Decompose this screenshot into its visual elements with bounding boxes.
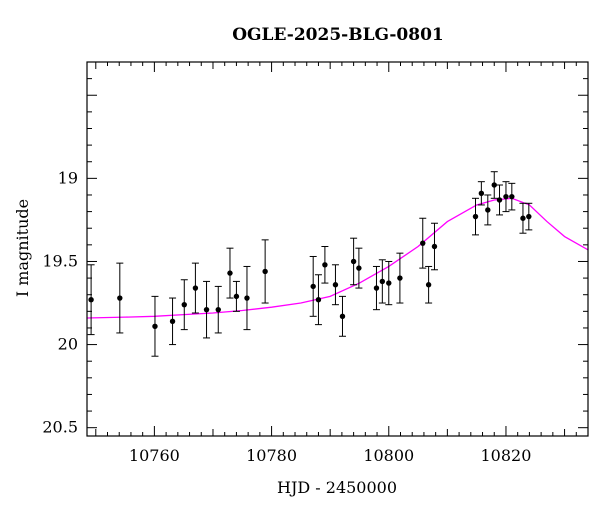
data-point-27 [477,181,485,206]
data-point-30 [496,184,504,216]
data-point-15 [331,264,339,306]
x-axis-ticks: 10760 10780 10800 10820 [95,62,589,465]
data-point-1 [116,262,124,334]
data-marker [332,282,339,288]
data-point-33 [519,202,527,234]
y-axis-ticks: 19 19.5 20 20.5 [42,78,588,437]
data-marker [322,262,328,268]
data-point-25 [430,222,438,271]
data-marker [203,306,210,313]
data-marker [350,258,357,265]
data-marker [431,243,438,250]
x-tick-label: 10780 [246,446,297,465]
data-point-19 [372,265,380,311]
data-point-31 [502,181,510,213]
data-marker [425,282,432,288]
data-marker [485,207,491,213]
data-point-16 [338,295,346,337]
data-point-2 [151,295,159,357]
data-marker [315,296,322,303]
x-tick-label: 10760 [129,446,180,465]
data-marker [310,283,316,290]
data-point-10 [243,265,251,331]
data-marker [169,318,176,325]
data-point-18 [355,247,363,289]
data-point-24 [425,265,433,304]
data-marker [262,268,268,275]
data-marker [117,295,123,301]
data-marker [526,213,532,220]
data-marker [244,295,250,301]
data-marker [227,270,233,276]
data-marker [503,193,509,200]
data-point-23 [419,217,427,269]
x-axis-label: HJD - 2450000 [277,478,397,497]
data-point-28 [484,194,492,226]
data-point-9 [232,280,240,312]
data-point-0 [87,264,95,336]
data-marker [520,215,526,221]
data-marker [478,190,485,197]
data-point-14 [321,246,329,284]
data-marker [373,285,380,291]
data-marker [356,265,362,271]
data-point-7 [214,285,222,334]
data-point-34 [525,202,533,231]
data-marker [233,293,240,300]
y-tick-label: 19.5 [42,251,78,270]
data-point-5 [191,262,199,314]
model-curve [87,197,588,319]
data-point-12 [309,255,317,317]
data-point-4 [180,279,188,331]
data-points-layer [87,171,533,357]
data-point-11 [261,239,269,304]
data-point-21 [385,260,393,306]
y-tick-label: 20 [58,335,78,354]
data-point-26 [471,197,479,236]
data-point-17 [350,237,358,286]
data-point-32 [508,182,516,211]
plot-frame [86,61,589,437]
data-marker [386,280,392,286]
data-point-13 [314,274,322,326]
y-tick-label: 20.5 [42,418,78,437]
data-point-29 [490,171,498,199]
data-marker [509,193,515,200]
data-point-22 [396,252,404,304]
data-marker [491,182,497,188]
data-marker [420,240,426,246]
data-marker [339,313,346,320]
data-point-3 [169,297,177,346]
data-marker [472,213,479,220]
data-marker [496,197,503,203]
x-tick-label: 10800 [363,446,414,465]
data-point-6 [203,280,211,339]
data-point-20 [378,259,386,304]
data-point-8 [226,247,234,299]
x-tick-label: 10820 [481,446,532,465]
data-marker [379,278,386,285]
data-marker [397,275,403,281]
y-tick-label: 19 [58,168,78,187]
data-marker [192,285,199,291]
model-curve-layer [87,197,588,319]
y-axis-label: I magnitude [13,199,32,297]
data-marker [88,296,94,303]
data-marker [215,306,221,313]
data-marker [152,323,158,329]
chart-title: OGLE-2025-BLG-0801 [232,25,444,45]
data-marker [181,301,187,308]
